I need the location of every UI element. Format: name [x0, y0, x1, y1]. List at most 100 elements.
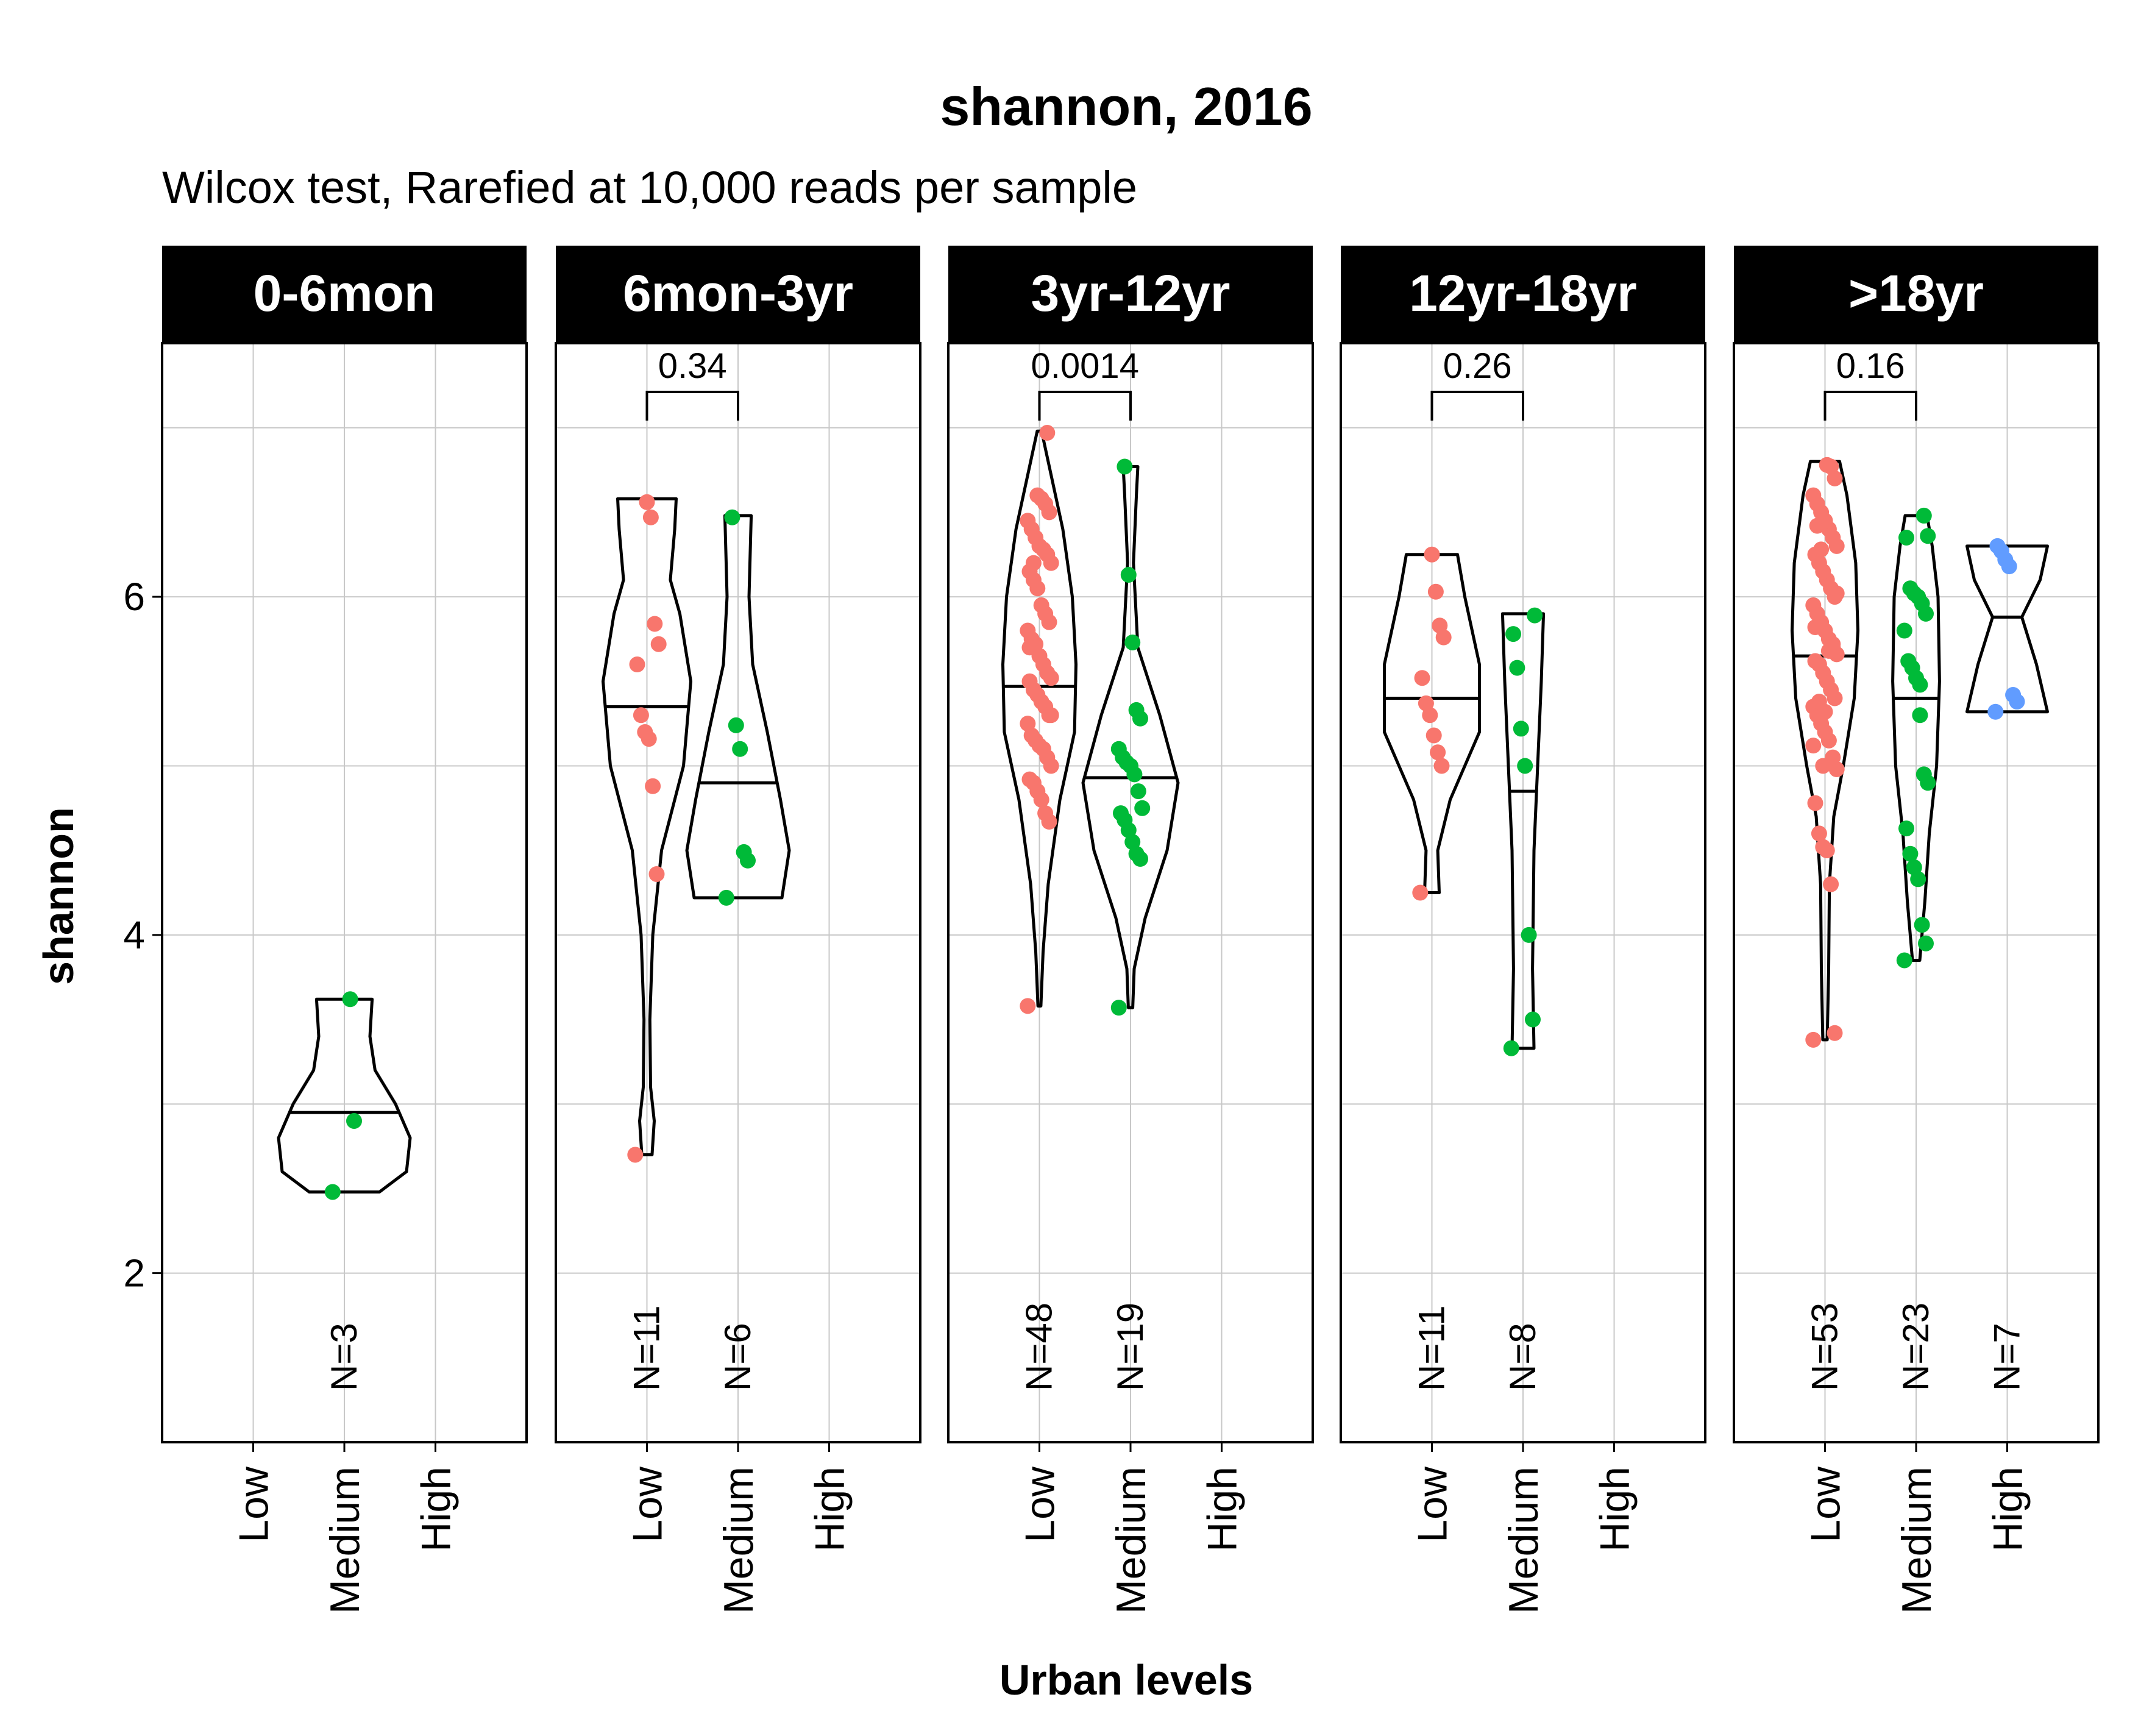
violin-high — [1965, 544, 2049, 714]
data-point — [728, 717, 744, 733]
facet-panel: 6mon-3yr Low Medium High N=11 N=6 0.34 — [555, 246, 921, 1614]
data-point — [1813, 541, 1830, 558]
data-point — [1916, 507, 1932, 524]
data-point — [1021, 673, 1038, 689]
facet-strip — [1734, 246, 2098, 343]
data-point — [639, 494, 655, 510]
data-point — [1805, 738, 1822, 754]
data-point — [1020, 998, 1036, 1014]
data-point — [1029, 487, 1046, 503]
facet-panel: >18yr Low Medium High N=53 N=23 N=7 0.16 — [1733, 246, 2100, 1614]
data-point — [732, 741, 748, 757]
comparison-bracket — [645, 391, 739, 421]
x-tick-label: Medium — [1108, 1467, 1154, 1614]
violin-low — [1791, 460, 1859, 1042]
facet-strip-label: 0-6mon — [254, 265, 436, 322]
facet-strip-label: >18yr — [1848, 265, 1984, 322]
data-point — [718, 889, 734, 906]
data-point — [1120, 567, 1137, 583]
facet-strip-label: 6mon-3yr — [623, 265, 853, 322]
data-point — [1902, 845, 1919, 862]
data-point — [1805, 1031, 1822, 1048]
data-point — [1134, 800, 1151, 816]
x-tick-label: High — [413, 1467, 460, 1552]
x-tick-label: Low — [1017, 1466, 1063, 1543]
data-point — [1819, 457, 1835, 473]
data-point — [342, 991, 358, 1008]
comparison-bracket — [1823, 391, 1917, 421]
data-point — [1805, 487, 1822, 503]
p-value-label: 0.34 — [658, 346, 727, 386]
y-tick-label: 2 — [123, 1251, 145, 1295]
p-value-label: 0.26 — [1443, 346, 1512, 386]
facet-panel: 0-6mon Low Medium High N=3 — [161, 246, 528, 1614]
y-tick-label: 4 — [123, 913, 145, 957]
violin-low — [602, 497, 692, 1156]
data-point — [1432, 617, 1448, 634]
data-point — [1020, 622, 1036, 639]
data-point — [1525, 1011, 1541, 1028]
data-point — [629, 656, 645, 673]
data-point — [1817, 703, 1833, 720]
data-point — [1412, 884, 1429, 901]
data-point — [1113, 805, 1129, 822]
data-point — [1896, 952, 1912, 969]
facet-strip-label: 12yr-18yr — [1409, 265, 1637, 322]
x-tick-label: Low — [1410, 1466, 1456, 1543]
facet-strip — [1341, 246, 1705, 343]
n-count-label: N=53 — [1805, 1303, 1845, 1391]
x-tick-label: High — [1985, 1467, 2031, 1552]
n-count-label: N=6 — [717, 1323, 758, 1391]
n-count-label: N=3 — [324, 1323, 364, 1391]
x-tick-label: High — [1592, 1467, 1638, 1552]
facet-strip — [162, 246, 527, 343]
data-point — [1020, 513, 1036, 529]
x-tick-label: Low — [231, 1466, 277, 1543]
n-count-label: N=8 — [1502, 1323, 1543, 1391]
data-point — [1906, 859, 1922, 875]
data-point — [1426, 727, 1442, 744]
data-point — [1128, 702, 1145, 718]
violin-low — [1001, 429, 1078, 1008]
data-point — [1805, 597, 1822, 613]
p-value-label: 0.16 — [1836, 346, 1905, 386]
data-point — [1807, 795, 1823, 811]
violin-low — [1383, 553, 1481, 894]
data-point — [1021, 771, 1038, 788]
data-point — [1503, 1040, 1519, 1056]
data-point — [1807, 619, 1823, 636]
x-tick-label: Low — [1803, 1466, 1849, 1543]
y-axis: 2 4 6 — [123, 575, 162, 1295]
n-count-label: N=7 — [1987, 1323, 2028, 1391]
data-point — [627, 1147, 644, 1163]
x-axis-title: Urban levels — [999, 1656, 1253, 1704]
data-point — [1527, 607, 1543, 624]
data-point — [1110, 1000, 1127, 1016]
data-point — [1920, 528, 1936, 544]
y-tick-label: 6 — [123, 575, 145, 619]
data-point — [650, 636, 667, 652]
data-point — [1811, 825, 1827, 842]
data-point — [1815, 758, 1831, 774]
data-point — [1902, 580, 1919, 597]
n-count-label: N=48 — [1019, 1303, 1060, 1391]
data-point — [1914, 917, 1930, 933]
data-point — [1912, 677, 1928, 693]
facet-panel: 3yr-12yr Low Medium High N=48 N=19 0.0014 — [947, 246, 1314, 1614]
facet-strip — [556, 246, 920, 343]
n-count-label: N=19 — [1110, 1303, 1151, 1391]
data-point — [1828, 585, 1845, 602]
data-point — [1110, 741, 1127, 757]
data-point — [1025, 555, 1042, 571]
n-count-label: N=11 — [627, 1305, 667, 1391]
x-tick-label: Medium — [1894, 1467, 1940, 1614]
data-point — [1124, 634, 1141, 650]
data-point — [1517, 758, 1533, 774]
data-point — [647, 616, 663, 632]
data-point — [1809, 518, 1825, 534]
data-point — [346, 1112, 362, 1129]
data-point — [1898, 820, 1914, 837]
data-point — [1827, 1025, 1843, 1041]
data-point — [1117, 458, 1133, 475]
